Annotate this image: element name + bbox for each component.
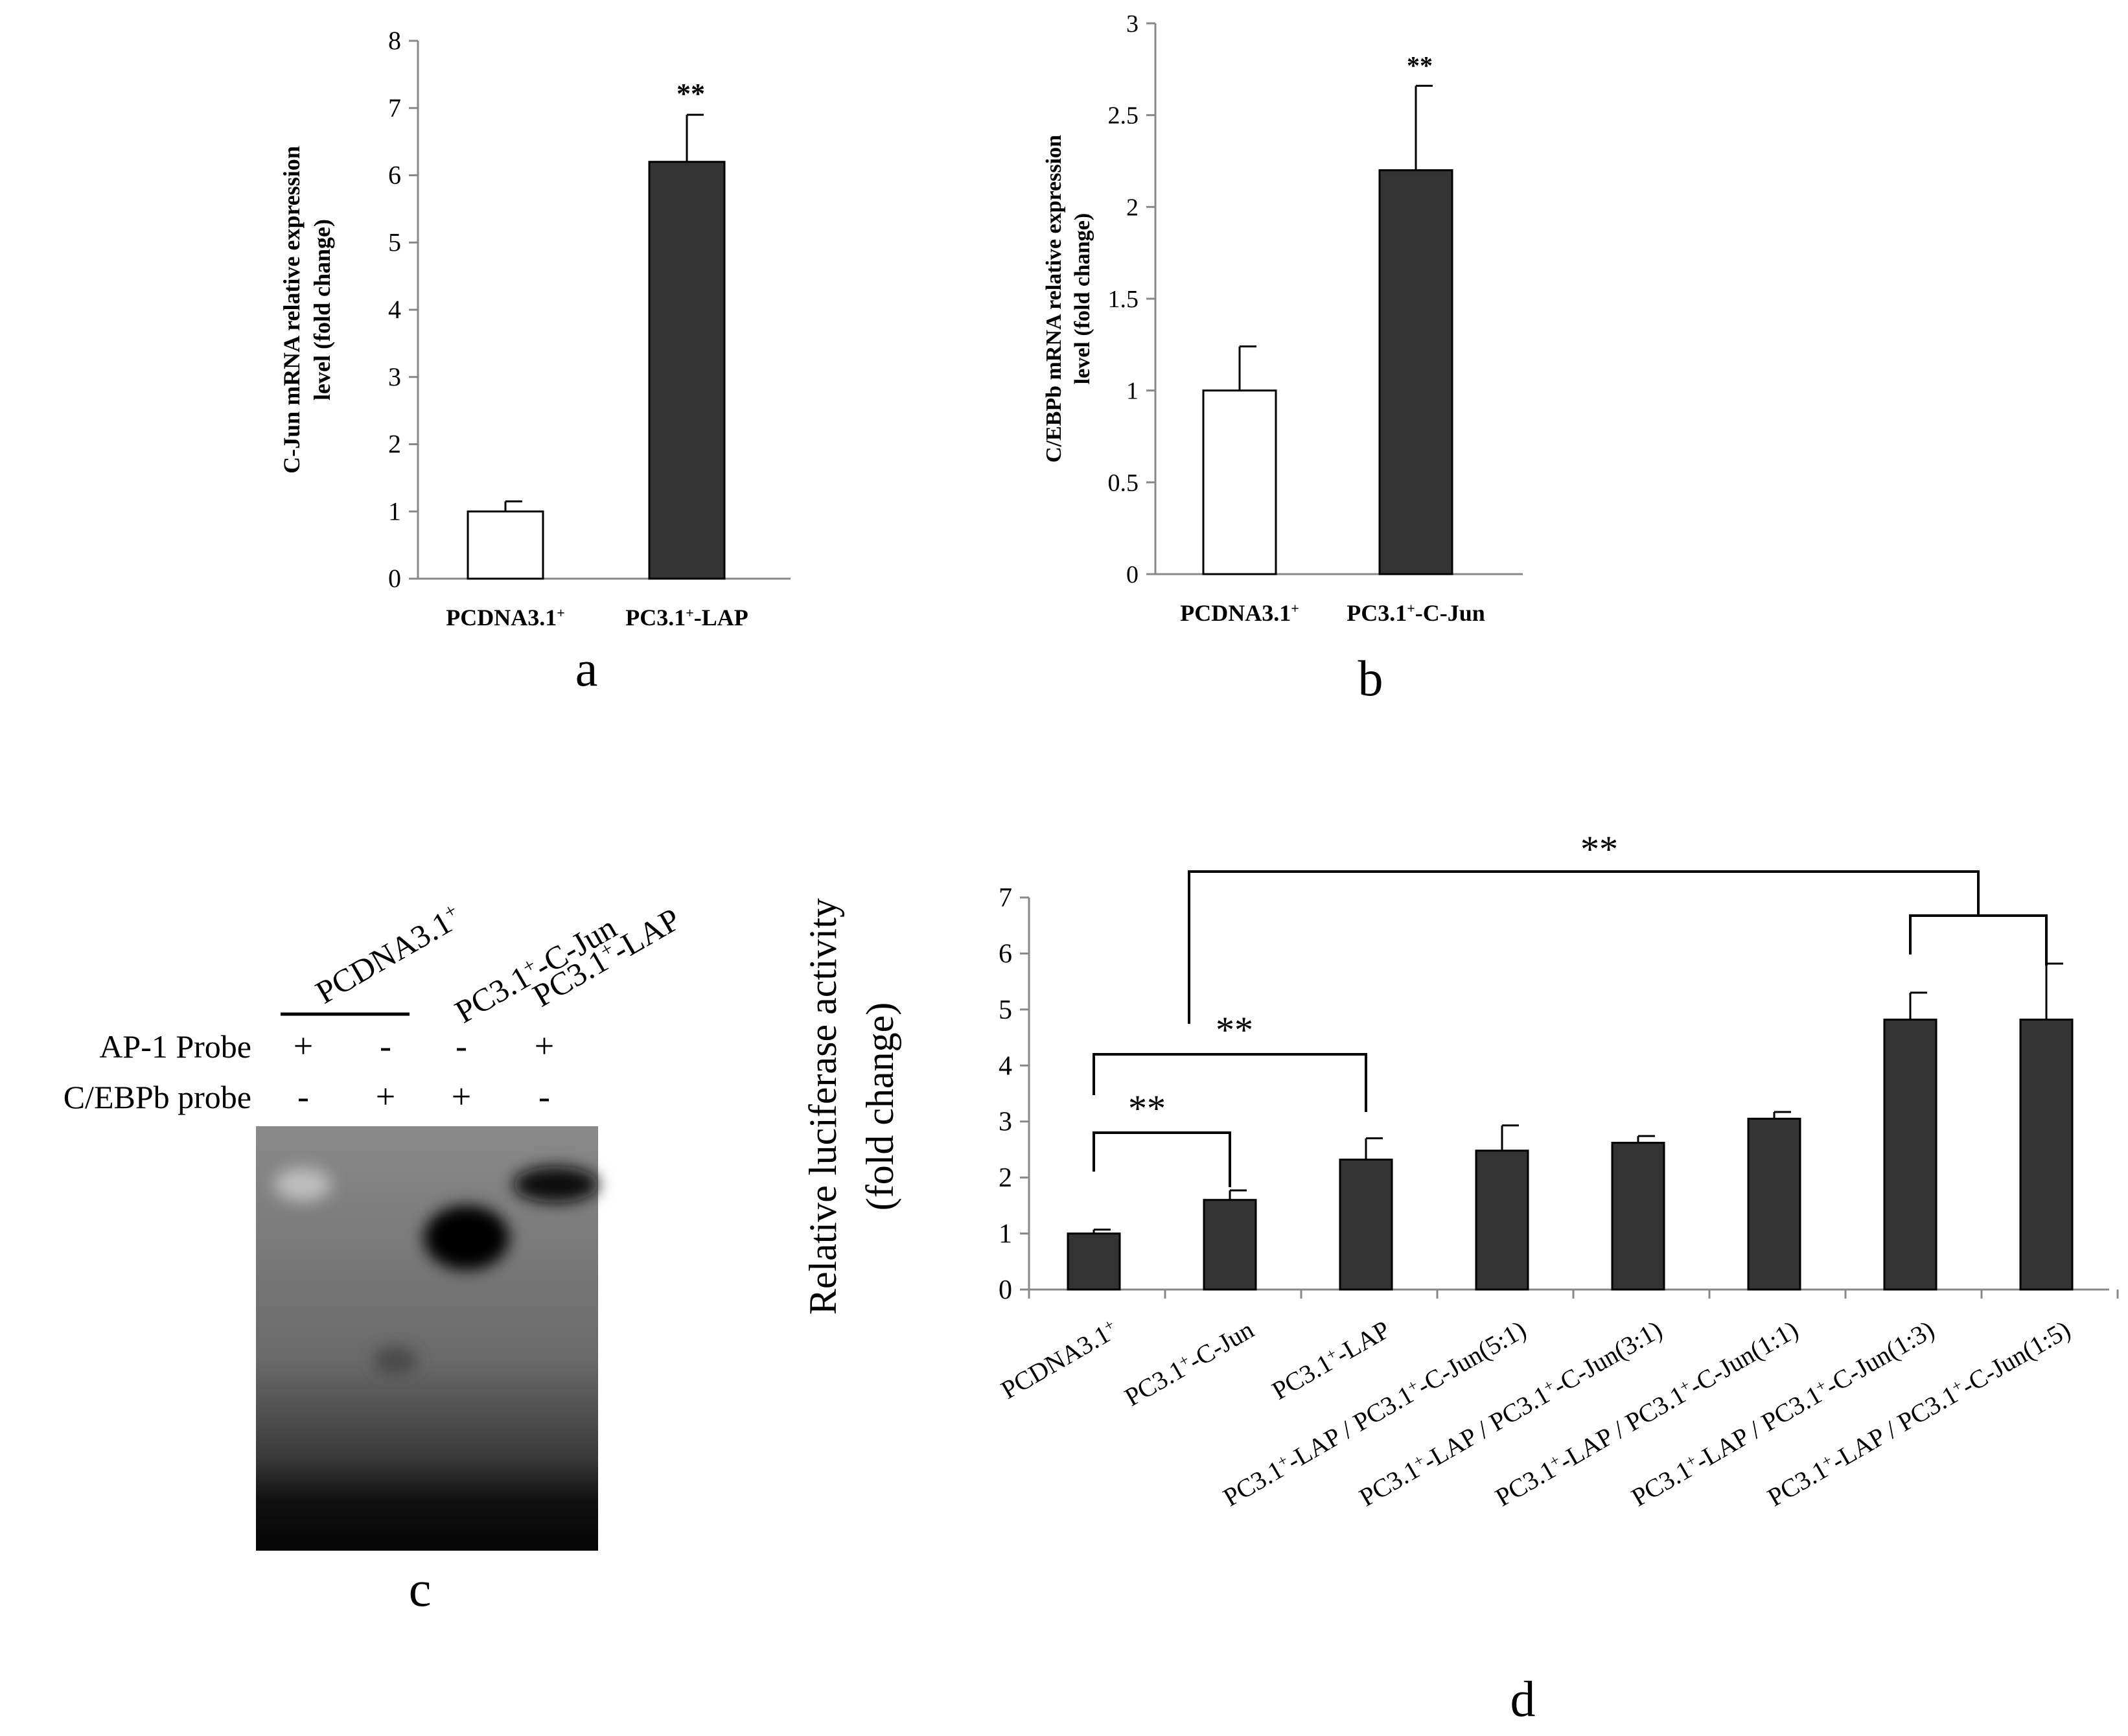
gel-band: [513, 1166, 599, 1203]
significance-label: **: [1216, 1009, 1253, 1051]
bar: [467, 510, 544, 580]
significance-bracket: [1188, 870, 1980, 1024]
y-tick-label: 2: [1126, 194, 1139, 221]
significance-label: **: [1128, 1087, 1166, 1129]
probe-mark: -: [456, 1026, 467, 1065]
y-tick-label: 4: [388, 295, 401, 324]
category-label: PC3.1+-LAP: [625, 605, 748, 631]
category-label: PC3.1+-C-Jun: [1347, 600, 1485, 627]
bar: [2019, 1018, 2074, 1291]
y-tick-label: 2: [388, 430, 401, 459]
significance-label: **: [1407, 51, 1433, 80]
category-label: PCDNA3.1+: [446, 605, 565, 631]
y-tick-label: 7: [999, 883, 1012, 913]
significance-bracket: [1093, 1053, 1367, 1112]
y-tick-label: 0.5: [1108, 469, 1139, 496]
panel-letter: c: [409, 1560, 432, 1617]
y-tick-label: 0: [388, 564, 401, 593]
y-tick-label: 4: [999, 1051, 1012, 1081]
bar: [648, 161, 726, 580]
panel-letter: a: [575, 640, 598, 697]
significance-label: **: [1580, 828, 1618, 870]
gel-smear: [373, 1347, 417, 1375]
y-tick-label: 0: [1126, 561, 1139, 588]
y-tick-label: 1: [388, 496, 401, 526]
panel-b-chart: 0 0.5 1 1.5 2 2.5 3 PCDNA3.1+ ** PC3.1+-C-Jun C/EB…: [1042, 10, 1523, 626]
y-axis-label: C/EBPb mRNA relative expression level (fo…: [1042, 135, 1094, 463]
y-tick-label: 5: [999, 995, 1012, 1025]
probe-mark: +: [376, 1077, 395, 1116]
probe-mark: -: [297, 1077, 309, 1116]
y-tick-label: 3: [388, 362, 401, 391]
probe-mark: -: [380, 1026, 391, 1065]
y-tick-label: 7: [388, 93, 401, 122]
bar: [1067, 1233, 1121, 1291]
lane-label: PCDNA3.1+: [309, 898, 467, 1011]
bar: [1203, 1199, 1257, 1291]
y-tick-label: 1: [999, 1220, 1012, 1249]
y-tick-label: 2.5: [1108, 102, 1139, 130]
category-label: PC3.1+-C-Jun: [1120, 1315, 1259, 1412]
y-axis-label: Relative luciferase activity (fold change…: [802, 898, 901, 1315]
bar: [1202, 389, 1277, 575]
gel-band: [274, 1168, 331, 1201]
gel-band: [424, 1205, 509, 1270]
probe-row-label: AP-1 Probe: [99, 1028, 251, 1065]
y-tick-label: 3: [999, 1107, 1012, 1137]
probe-mark: +: [535, 1026, 554, 1065]
significance-label: **: [677, 78, 705, 110]
panel-letters: a b c d: [409, 640, 1536, 1727]
y-tick-label: 0: [999, 1275, 1012, 1305]
bar: [1475, 1150, 1529, 1291]
y-tick-label: 2: [999, 1163, 1012, 1193]
panel-letter: d: [1510, 1671, 1536, 1727]
bar: [1378, 169, 1453, 575]
category-label: PCDNA3.1+: [1180, 600, 1299, 627]
probe-mark: +: [294, 1026, 313, 1065]
y-axis-label: C-Jun mRNA relative expression level (fol…: [279, 146, 335, 474]
significance-bracket: [1909, 914, 2048, 966]
probe-mark: -: [538, 1077, 550, 1116]
bar: [1883, 1018, 1937, 1291]
y-tick-label: 6: [999, 939, 1012, 969]
y-tick-label: 1: [1126, 378, 1139, 405]
probe-mark: +: [452, 1077, 471, 1116]
significance-bracket: [1093, 1131, 1231, 1187]
bar: [1339, 1158, 1393, 1291]
panel-letter: b: [1358, 650, 1383, 706]
y-tick-label: 3: [1126, 10, 1139, 38]
y-tick-label: 6: [388, 161, 401, 190]
y-tick-label: 8: [388, 26, 401, 55]
bar: [1611, 1142, 1665, 1291]
y-tick-label: 5: [388, 227, 401, 257]
panel-d-chart: 01234567PCDNA3.1+PC3.1+-C-JunPC3.1+-LAPP…: [802, 828, 2119, 1512]
category-label: PCDNA3.1+: [996, 1315, 1122, 1405]
panel-a-chart: 0 1 2 3 4 5 6 7 8 PCDNA3.1+ ** PC3.1+-LAP C-Jun mRNA…: [279, 26, 791, 631]
bar: [1747, 1117, 1801, 1291]
probe-row-label: C/EBPb probe: [64, 1079, 251, 1115]
y-tick-label: 1.5: [1108, 286, 1139, 313]
category-label: PC3.1+-LAP: [1267, 1315, 1394, 1406]
